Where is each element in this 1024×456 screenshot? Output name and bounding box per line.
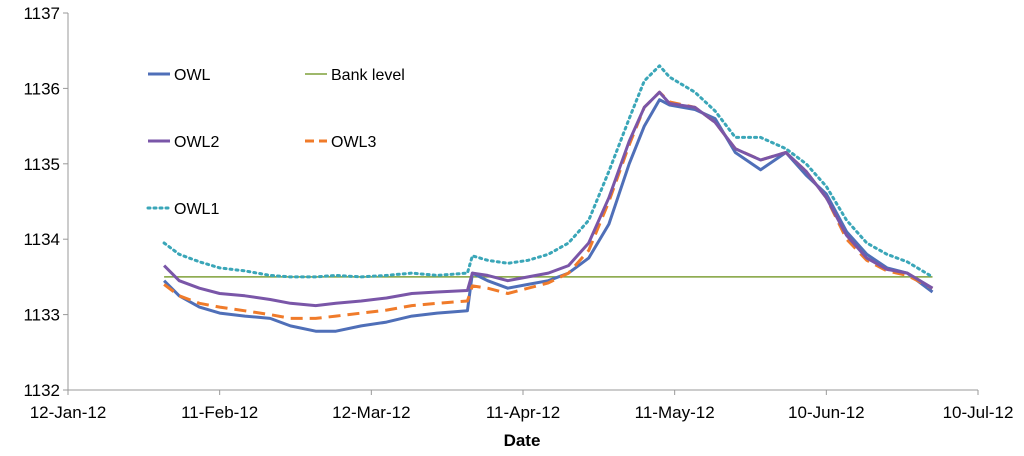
y-tick-label: 1132: [23, 381, 60, 400]
legend-item-owl2: OWL2: [148, 134, 219, 151]
legend-label: OWL: [174, 67, 211, 84]
legend-item-owl3: OWL3: [305, 134, 376, 151]
series-line-owl2: [163, 90, 934, 308]
legend-label: OWL1: [174, 201, 219, 218]
x-tick-label: 11-Feb-12: [181, 403, 258, 422]
y-tick-label: 1137: [23, 4, 60, 23]
legend-item-bank-level: Bank level: [305, 67, 405, 84]
legend-label: OWL2: [174, 134, 219, 151]
legend-label: OWL3: [331, 134, 376, 151]
series-line-owl1: [162, 64, 934, 279]
series-line-owl: [163, 98, 934, 333]
x-axis-title: Date: [504, 431, 541, 450]
y-tick-label: 1135: [23, 155, 60, 174]
x-tick-label: 10-Jul-12: [943, 403, 1014, 422]
y-tick-label: 1133: [23, 306, 60, 325]
legend-item-owl1: OWL1: [146, 201, 219, 218]
chart-axes: 1132 1133 1134 1135 1136 1137 12-Jan-12 11-Feb-…: [23, 4, 1013, 422]
series-line-owl3: [163, 90, 934, 320]
x-tick-label: 12-Mar-12: [332, 403, 410, 422]
x-tick-label: 11-Apr-12: [486, 403, 560, 422]
x-tick-label: 11-May-12: [635, 403, 715, 422]
chart-legend: OWL Bank level OWL2 OWL3 OWL1: [146, 67, 405, 218]
x-tick-label: 10-Jun-12: [788, 403, 865, 422]
y-tick-label: 1136: [23, 79, 60, 98]
legend-item-owl: OWL: [148, 67, 211, 84]
legend-label: Bank level: [331, 67, 405, 84]
x-tick-label: 12-Jan-12: [30, 403, 107, 422]
series-layer: [162, 64, 934, 333]
y-tick-label: 1134: [23, 230, 60, 249]
